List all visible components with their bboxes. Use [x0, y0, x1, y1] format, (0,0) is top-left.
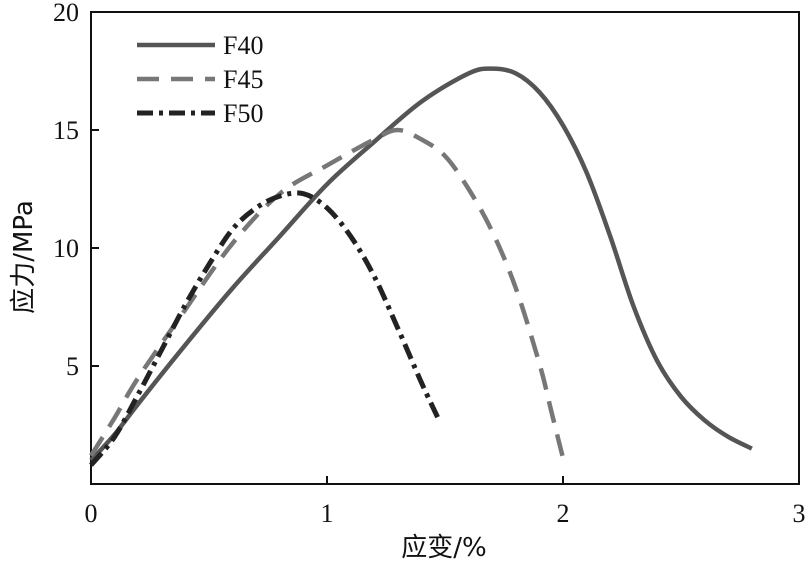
x-tick-label: 0 — [85, 499, 98, 528]
legend-label-f45: F45 — [223, 65, 263, 94]
y-axis-ticks: 5 10 15 20 — [53, 0, 99, 381]
y-tick-label: 15 — [53, 116, 79, 145]
series-layer — [89, 66, 753, 467]
series-line-f45 — [89, 127, 566, 459]
plot-frame — [90, 11, 800, 485]
legend-label-f50: F50 — [223, 99, 263, 128]
x-axis-ticks: 0 1 2 3 — [85, 476, 806, 528]
legend: F40 F45 F50 — [137, 31, 263, 128]
y-tick-label: 20 — [53, 0, 79, 27]
y-tick-label: 5 — [66, 352, 79, 381]
y-tick-label: 10 — [53, 234, 79, 263]
series-line-f40 — [89, 66, 753, 462]
x-tick-label: 1 — [321, 499, 334, 528]
series-line-f50 — [89, 190, 441, 467]
x-tick-label: 2 — [557, 499, 570, 528]
legend-label-f40: F40 — [223, 31, 263, 60]
y-axis-title: 应力/MPa — [9, 200, 39, 314]
x-tick-label: 3 — [793, 499, 806, 528]
x-axis-title: 应变/% — [401, 533, 486, 563]
plot-border — [90, 11, 800, 485]
